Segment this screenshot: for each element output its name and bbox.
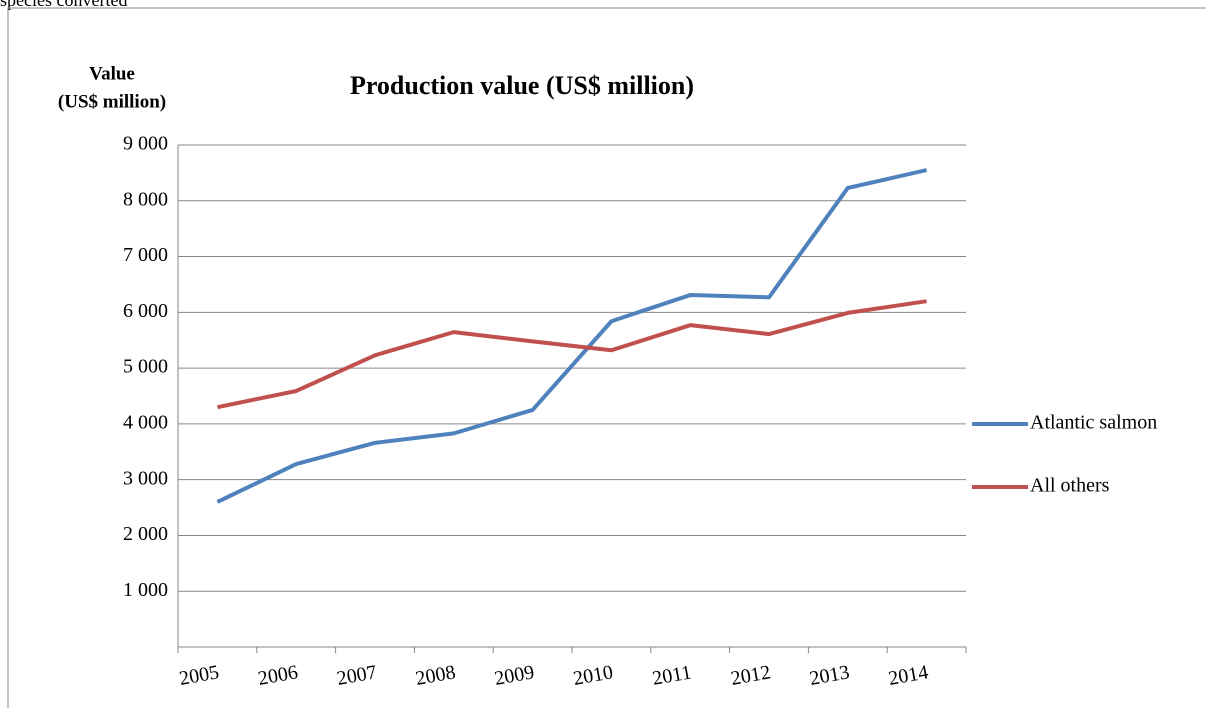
frame xyxy=(7,7,1206,708)
y-tick-label: 4 000 xyxy=(123,411,168,433)
y-tick-label: 7 000 xyxy=(123,244,168,266)
y-tick-label: 2 000 xyxy=(123,523,168,545)
y-tick-label: 8 000 xyxy=(123,188,168,210)
y-tick-label: 1 000 xyxy=(123,579,168,601)
x-tick-label: 2011 xyxy=(651,661,693,689)
y-tick-label: 5 000 xyxy=(123,356,168,378)
x-tick-label: 2007 xyxy=(335,661,378,690)
y-axis-label: (US$ million) xyxy=(58,91,166,112)
x-tick-label: 2012 xyxy=(729,661,772,690)
legend-label: All others xyxy=(1030,475,1110,497)
legend-label: Atlantic salmon xyxy=(1030,412,1157,434)
x-tick-label: 2009 xyxy=(493,661,536,690)
series-line xyxy=(216,299,927,410)
x-tick-label: 2010 xyxy=(572,661,615,690)
x-tick-label: 2005 xyxy=(178,661,221,690)
y-tick-label: 3 000 xyxy=(123,467,168,489)
chart-title: Production value (US$ million) xyxy=(350,71,694,100)
y-axis-label: Value xyxy=(89,63,135,84)
y-tick-label: 9 000 xyxy=(123,133,168,155)
x-tick-label: 2006 xyxy=(256,661,299,690)
page-text: species converted xyxy=(0,0,127,10)
x-tick-label: 2014 xyxy=(887,661,930,690)
series-line xyxy=(216,168,928,504)
y-tick-label: 6 000 xyxy=(123,300,168,322)
x-tick-label: 2008 xyxy=(414,661,457,690)
x-tick-label: 2013 xyxy=(808,661,851,690)
